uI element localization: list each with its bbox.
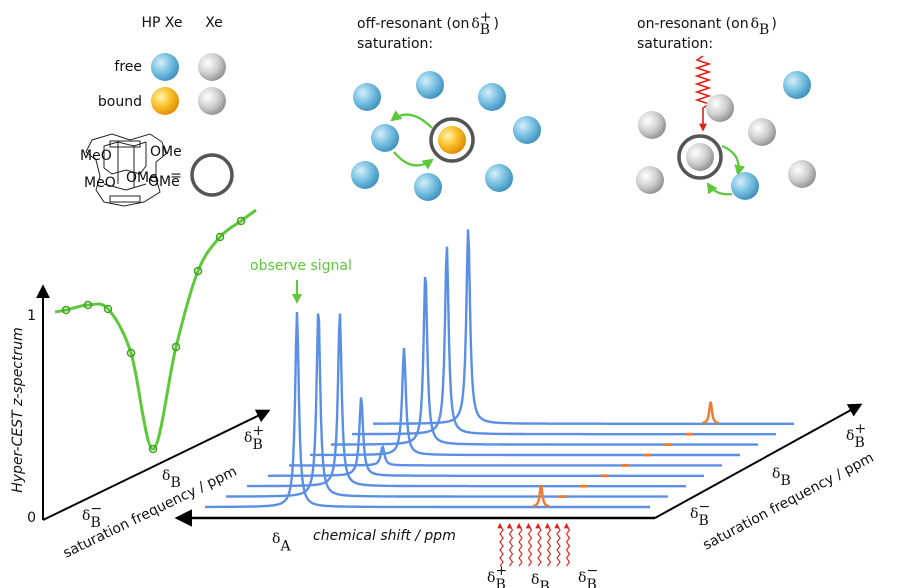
Blue-xe-atom: [513, 116, 541, 144]
symbol-superscript: +: [480, 10, 492, 26]
saturation-pulse: [567, 524, 570, 566]
Gray-xe-atom: [198, 87, 226, 115]
symbol-superscript: −: [586, 563, 598, 579]
symbol-subscript: B: [252, 437, 262, 453]
axis-symbol: δB+: [487, 563, 507, 588]
symbol-base: δ: [244, 430, 252, 446]
Gray-xe-atom: [748, 118, 776, 146]
symbol-subscript: B: [90, 515, 100, 531]
z-spectrum-curve: [55, 210, 256, 449]
Blue-xe-atom: [414, 173, 442, 201]
Gray-xe-atom: [686, 143, 714, 171]
molecule-label: MeO: [80, 148, 112, 164]
figure: HP XeXefreebound=MeOOMeMeOOMeOMeoff-reso…: [0, 0, 905, 588]
symbol-base: δ: [751, 16, 759, 32]
panel-symbol: δB+: [471, 10, 491, 38]
observe-label: observe signal: [250, 258, 352, 274]
Gray-xe-atom: [638, 111, 666, 139]
symbol-subscript: B: [854, 435, 864, 451]
symbol-base: δ: [162, 468, 170, 484]
symbol-base: δ: [272, 531, 280, 547]
column-header: HP Xe: [142, 15, 183, 31]
panel-title: off-resonant (on: [357, 16, 469, 32]
Blue-xe-atom: [478, 83, 506, 111]
Gray-xe-atom: [706, 94, 734, 122]
panel-title: saturation:: [637, 36, 713, 52]
saturation-pulse: [548, 524, 551, 566]
Blue-xe-atom: [353, 83, 381, 111]
Blue-xe-atom: [351, 161, 379, 189]
panel-title: saturation:: [357, 36, 433, 52]
symbol-subscript: B: [170, 475, 180, 491]
row-label: free: [114, 59, 142, 75]
symbol-base: δ: [690, 506, 698, 522]
symbol-base: δ: [82, 508, 90, 524]
Blue-xe-atom: [151, 53, 179, 81]
saturation-pulse: [529, 524, 532, 566]
symbol-base: δ: [471, 16, 479, 32]
symbol-subscript: B: [539, 579, 549, 588]
Gray-xe-atom: [636, 166, 664, 194]
saturated-peak: [703, 402, 719, 423]
symbol-superscript: +: [495, 563, 507, 579]
Blue-xe-atom: [371, 124, 399, 152]
Blue-xe-atom: [485, 164, 513, 192]
saturation-pulse: [697, 56, 709, 130]
symbol-superscript: −: [90, 501, 102, 517]
panel-title: on-resonant (on: [637, 16, 749, 32]
Blue-xe-atom: [416, 71, 444, 99]
spectrum-trace: [310, 348, 740, 455]
symbol-base: δ: [531, 572, 539, 588]
symbol-base: δ: [578, 570, 586, 586]
y-axis-label: Hyper-CEST z-spectrum: [10, 327, 26, 493]
saturation-pulse: [500, 524, 503, 566]
spectrum-trace: [373, 229, 794, 423]
spectra-freq-axis: [655, 405, 860, 518]
panel-title: ): [494, 16, 499, 32]
saturation-pulse: [519, 524, 522, 566]
symbol-superscript: +: [854, 421, 866, 437]
symbol-superscript: −: [698, 499, 710, 515]
cage-symbol: [192, 155, 232, 195]
spectrum-trace: [331, 277, 758, 445]
molecule-label: MeO: [84, 175, 116, 191]
row-label: bound: [98, 94, 142, 110]
Gold-xe-atom: [438, 126, 466, 154]
y-tick-label: 1: [27, 308, 36, 324]
saturation-pulse: [538, 524, 541, 566]
Gray-xe-atom: [788, 160, 816, 188]
symbol-superscript: +: [252, 423, 264, 439]
Blue-xe-atom: [783, 71, 811, 99]
saturation-pulse: [557, 524, 560, 566]
column-header: Xe: [205, 15, 223, 31]
symbol-subscript: B: [698, 513, 708, 529]
x-axis-label: chemical shift / ppm: [313, 528, 456, 544]
symbol-base: δ: [772, 466, 780, 482]
molecule-label: OMe: [148, 174, 180, 190]
Blue-xe-atom: [731, 172, 759, 200]
Gray-xe-atom: [198, 53, 226, 81]
symbol-subscript: B: [780, 473, 790, 489]
panel-title: ): [771, 16, 776, 32]
saturation-pulse: [510, 524, 513, 566]
symbol-base: δ: [846, 428, 854, 444]
symbol-base: δ: [487, 570, 495, 586]
y-tick-label: 0: [27, 510, 36, 526]
x-axis-label: saturation frequency / ppm: [700, 450, 876, 554]
Gold-xe-atom: [151, 87, 179, 115]
molecule-label: OMe: [150, 144, 182, 160]
axis-symbol: δB+: [846, 421, 866, 451]
symbol-subscript: A: [279, 539, 291, 555]
symbol-subscript: B: [759, 22, 769, 38]
